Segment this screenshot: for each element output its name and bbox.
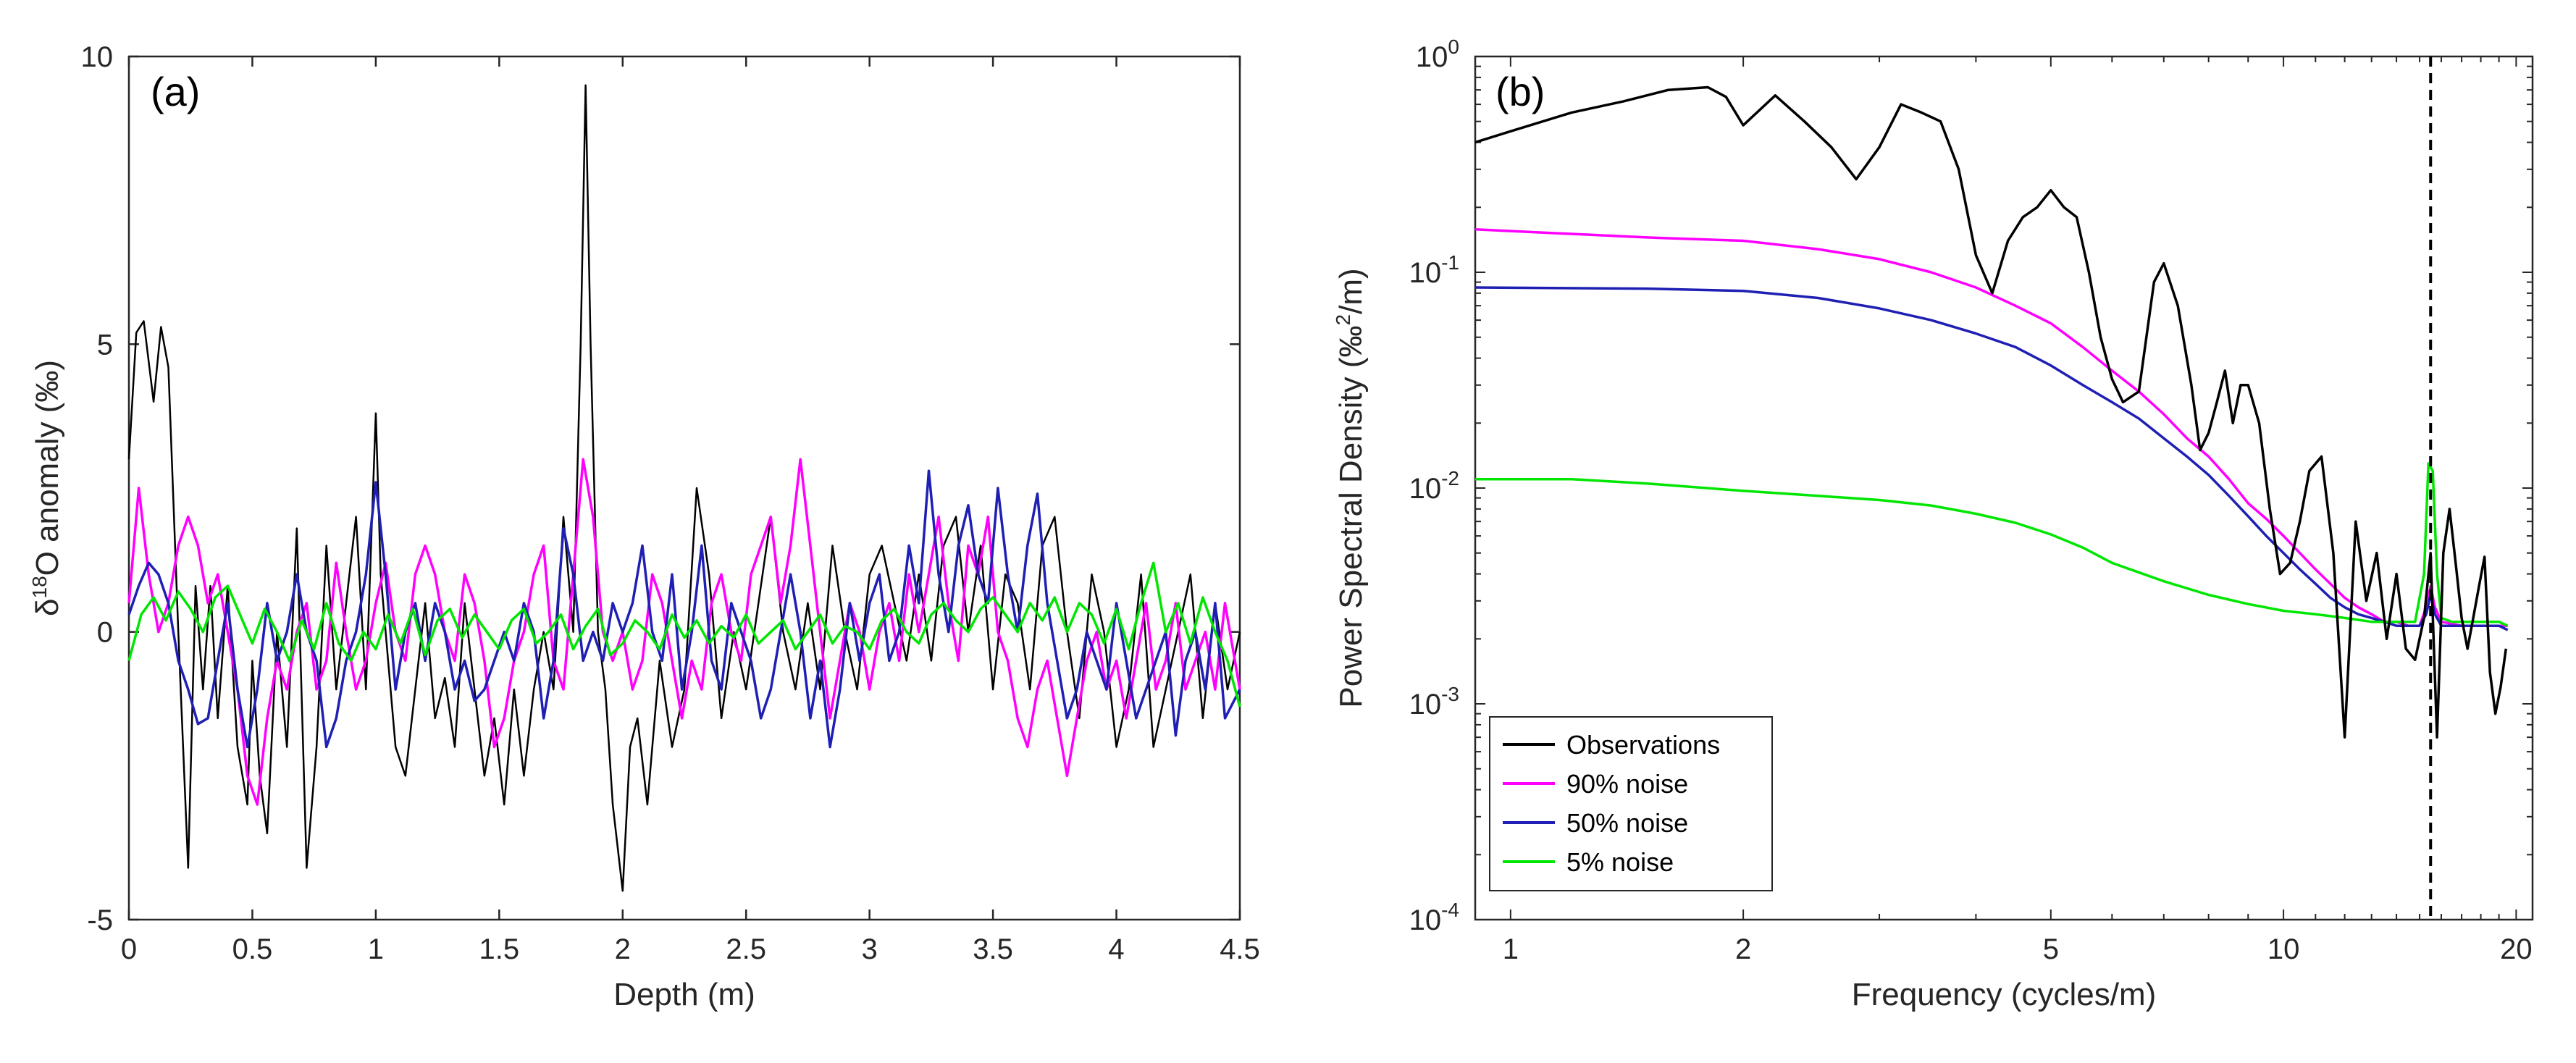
panel-a-series-line-50-noise	[127, 469, 1241, 749]
panel-b-y-tick-exponent: -4	[1441, 899, 1459, 921]
panel-b-ylabel-post: /m)	[1333, 268, 1369, 314]
panel-a-series-line-5-noise	[127, 561, 1241, 707]
panel-b-y-tick-label: 100	[1416, 35, 1459, 73]
panel-b-y-tick-base: 10	[1409, 473, 1442, 505]
panel-b-x-axis-label: Frequency (cycles/m)	[1852, 977, 2157, 1012]
panel-a-series	[127, 84, 1241, 892]
panel-b-ylabel-pre: Power Spectral Density (‰	[1333, 325, 1369, 707]
panel-a-y-tick-label: 5	[97, 329, 113, 361]
legend-label-5-noise: 5% noise	[1566, 847, 1674, 877]
panel-a-x-tick-label: 0.5	[232, 933, 273, 965]
panel-a-x-tick-label: 4	[1108, 933, 1124, 965]
panel-b-y-tick-label: 10-3	[1409, 683, 1459, 720]
panel-a-x-axis-label: Depth (m)	[613, 977, 755, 1012]
panel-b-x-tick-label: 20	[2500, 933, 2533, 965]
panel-b-y-tick-exponent: -2	[1441, 467, 1459, 490]
panel-a-label: (a)	[151, 69, 200, 114]
panel-b-y-tick-label: 10-2	[1409, 467, 1459, 505]
legend-label-50-noise: 50% noise	[1566, 808, 1688, 838]
panel-a-plot-area	[127, 55, 1241, 921]
panel-b-x-tick-label: 5	[2043, 933, 2059, 965]
panel-a-ylabel-post: O anomaly (‰)	[30, 360, 65, 576]
panel-a-x-tick-label: 3	[862, 933, 878, 965]
panel-b-y-tick-exponent: -3	[1441, 683, 1459, 705]
panel-b-y-tick-base: 10	[1409, 257, 1442, 289]
panel-b-y-tick-exponent: -1	[1441, 251, 1459, 274]
panel-b-legend: Observations 90% noise 50% noise 5% noise	[1489, 716, 1773, 891]
panel-b-y-axis-label: Power Spectral Density (‰2/m)	[1332, 268, 1369, 707]
panel-a-ylabel-sup: 18	[28, 576, 51, 598]
legend-label-observations: Observations	[1566, 730, 1720, 760]
panel-a-x-tick-label: 3.5	[973, 933, 1013, 965]
panel-b-series-line-observations	[1474, 85, 2508, 739]
panel-b-y-tick-label: 10-1	[1409, 251, 1459, 289]
panel-b-x-tick-label: 10	[2267, 933, 2300, 965]
panel-a-y-tick-label: -5	[87, 904, 113, 936]
panel-b-y-tick-base: 10	[1416, 41, 1448, 73]
panel-a-x-tick-label: 1.5	[479, 933, 520, 965]
panel-b-y-tick-base: 10	[1409, 689, 1442, 720]
panel-a-x-tick-label: 2.5	[726, 933, 766, 965]
panel-a-y-tick-label: 10	[81, 41, 114, 73]
panel-b-label: (b)	[1495, 69, 1545, 114]
panel-b-x-tick-label: 2	[1735, 933, 1751, 965]
panel-b-y-tick-base: 10	[1409, 904, 1442, 936]
panel-a-x-tick-label: 0	[121, 933, 137, 965]
panel-a-ylabel-pre: δ	[30, 598, 65, 616]
panel-a-y-axis-label: δ18O anomaly (‰)	[28, 360, 65, 616]
panel-a-x-tick-label: 4.5	[1220, 933, 1260, 965]
panel-a-series-line-90-noise	[127, 458, 1241, 806]
panel-b-x-tick-label: 1	[1503, 933, 1519, 965]
legend-label-90-noise: 90% noise	[1566, 769, 1688, 799]
panel-a-x-tick-label: 1	[368, 933, 384, 965]
panel-b-y-tick-label: 10-4	[1409, 899, 1459, 936]
panel-b-y-tick-exponent: 0	[1448, 35, 1459, 58]
panel-b-ylabel-sup: 2	[1332, 314, 1354, 326]
panel-a-y-tick-label: 0	[97, 617, 113, 649]
panel-a-x-tick-label: 2	[615, 933, 631, 965]
